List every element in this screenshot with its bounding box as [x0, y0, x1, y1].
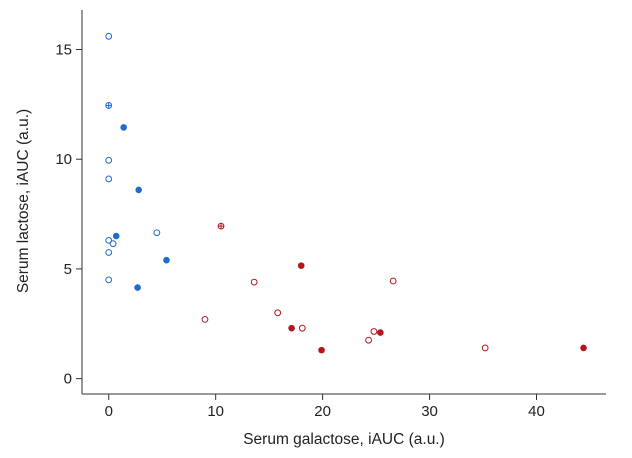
ticks: 0 10 20 30 40 0 5 10 15	[55, 41, 545, 420]
blue-filled-point	[135, 186, 142, 194]
y-axis-title: Serum lactose, iAUC (a.u.)	[15, 109, 32, 293]
red-filled-point	[580, 344, 587, 352]
red-filled-point	[288, 324, 295, 332]
red-filled-point	[318, 346, 325, 354]
red-open-point	[389, 277, 397, 285]
blue-open-point	[105, 249, 113, 256]
blue-filled-point	[120, 124, 128, 131]
y-tick-label: 10	[55, 151, 72, 168]
x-tick-label: 40	[528, 403, 545, 420]
red-filled-point	[297, 262, 305, 269]
x-tick-label: 20	[314, 403, 331, 420]
blue-filled-point	[163, 256, 170, 264]
red-filled-point	[377, 329, 384, 336]
blue-open-point	[109, 240, 117, 248]
red-open-point	[481, 344, 489, 352]
red-crossed-point	[217, 222, 225, 230]
red-open-point	[250, 278, 258, 286]
red-open-point	[365, 336, 372, 344]
y-tick-label: 0	[64, 371, 72, 388]
blue-filled-point	[112, 232, 120, 240]
red-open-point	[201, 315, 209, 323]
blue-open-point	[105, 32, 113, 40]
blue-open-point	[105, 276, 113, 284]
blue-open-point	[153, 229, 161, 237]
x-tick-label: 30	[421, 403, 438, 420]
red-open-point	[298, 324, 306, 332]
y-tick-label: 5	[64, 261, 72, 278]
x-tick-label: 10	[207, 403, 224, 420]
blue-crossed-point	[105, 102, 113, 109]
axes	[81, 10, 606, 395]
blue-filled-point	[134, 284, 141, 291]
blue-open-point	[105, 156, 113, 164]
blue-open-point	[105, 237, 113, 244]
data-points	[105, 32, 587, 354]
red-open-point	[370, 328, 378, 335]
blue-open-point	[105, 175, 113, 183]
x-axis-title: Serum galactose, iAUC (a.u.)	[243, 431, 445, 448]
red-open-point	[274, 309, 282, 317]
y-tick-label: 15	[55, 41, 72, 58]
x-tick-label: 0	[105, 403, 113, 420]
